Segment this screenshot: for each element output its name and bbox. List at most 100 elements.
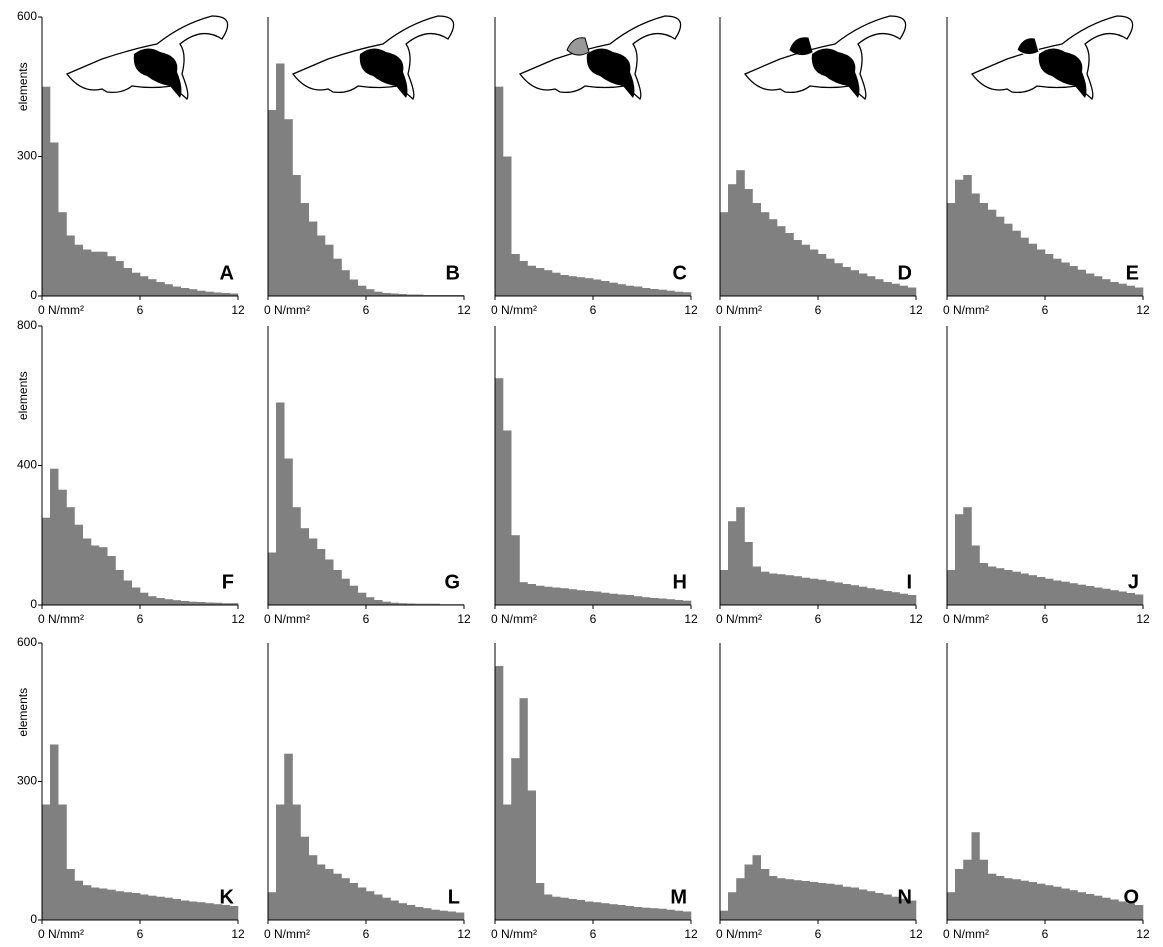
- bar: [406, 905, 416, 921]
- bar: [875, 589, 884, 606]
- x-tick-label: 6: [815, 303, 822, 317]
- bar: [1126, 285, 1135, 297]
- bar: [1077, 269, 1086, 297]
- histogram-panel: 0 N/mm² 6 12 L: [264, 643, 471, 941]
- bar: [609, 282, 618, 297]
- panel-label: F: [222, 571, 234, 593]
- bar: [50, 142, 59, 297]
- bar: [760, 571, 770, 606]
- bar: [284, 458, 293, 606]
- bar: [164, 599, 173, 606]
- bar: [891, 283, 900, 297]
- bar: [955, 869, 964, 921]
- x-tick-label: 0 N/mm²: [491, 612, 537, 626]
- bar: [1053, 258, 1062, 297]
- bar: [156, 597, 165, 606]
- bar: [979, 859, 988, 921]
- bar: [1077, 584, 1086, 606]
- x-tick-label: 0 N/mm²: [716, 612, 762, 626]
- bar: [682, 292, 692, 297]
- bar: [768, 219, 778, 297]
- bar: [164, 897, 173, 921]
- x-tick-label: 0 N/mm²: [264, 612, 310, 626]
- bar: [666, 909, 675, 921]
- bar: [650, 597, 659, 606]
- bar: [560, 897, 569, 921]
- y-tick-label: 400: [17, 458, 37, 472]
- bar: [123, 580, 132, 606]
- bar: [650, 288, 659, 297]
- histogram-panel: 0 N/mm² 6 12 C: [491, 17, 698, 317]
- skull-icon: [518, 15, 682, 100]
- x-tick-label: 0 N/mm²: [943, 612, 989, 626]
- bar: [1093, 276, 1103, 297]
- bar: [107, 889, 116, 921]
- panel-label: N: [898, 886, 912, 908]
- bar: [987, 209, 997, 297]
- bar: [617, 905, 626, 921]
- y-axis-label: elements: [16, 688, 30, 737]
- histogram-panel: 0 N/mm² 6 12 I: [716, 326, 923, 626]
- x-tick-label: 6: [590, 927, 597, 941]
- bar: [1102, 588, 1111, 606]
- bar: [205, 291, 214, 297]
- x-tick-label: 0 N/mm²: [264, 927, 310, 941]
- bar: [1044, 253, 1054, 297]
- bar: [172, 600, 181, 606]
- bar: [842, 267, 851, 297]
- bar: [1061, 262, 1070, 297]
- bar: [1004, 223, 1013, 297]
- bar: [633, 596, 643, 606]
- bar: [793, 576, 802, 606]
- bar: [50, 744, 59, 921]
- x-tick-label: 6: [1042, 927, 1049, 941]
- bar: [267, 552, 277, 606]
- bar: [300, 202, 309, 297]
- bar: [414, 906, 424, 921]
- bar: [674, 291, 683, 297]
- skull-icon: [291, 15, 455, 100]
- x-tick-label: 12: [684, 927, 698, 941]
- bar: [535, 882, 545, 921]
- x-tick-label: 12: [457, 612, 471, 626]
- bar: [341, 878, 350, 921]
- bar: [333, 569, 342, 606]
- bar: [503, 156, 512, 297]
- bar: [123, 892, 132, 921]
- bar: [41, 517, 51, 606]
- y-tick-label: 300: [17, 149, 37, 163]
- bar: [760, 212, 770, 297]
- bar: [568, 899, 577, 921]
- bar: [341, 270, 350, 297]
- bar: [1036, 883, 1046, 921]
- x-tick-label: 12: [909, 303, 923, 317]
- bar: [858, 889, 868, 921]
- bar: [90, 251, 100, 297]
- bar: [374, 894, 383, 921]
- bar: [625, 906, 634, 921]
- bar: [866, 588, 876, 606]
- bar: [1077, 892, 1086, 921]
- bar: [308, 538, 318, 606]
- bar: [1053, 580, 1062, 606]
- bar: [850, 887, 859, 921]
- x-tick-label: 0 N/mm²: [38, 927, 84, 941]
- panel-label: J: [1128, 571, 1139, 593]
- bar: [728, 184, 737, 297]
- y-tick-label: 600: [17, 635, 37, 649]
- bar: [1020, 880, 1029, 921]
- bar: [188, 289, 198, 297]
- bar: [650, 908, 659, 921]
- bar: [1028, 243, 1037, 297]
- bar: [41, 804, 51, 921]
- x-tick-label: 12: [231, 927, 245, 941]
- bar: [736, 507, 745, 606]
- bar: [284, 119, 293, 297]
- bar: [633, 286, 643, 297]
- bar: [308, 855, 318, 921]
- panel-label: K: [220, 886, 235, 908]
- bar: [826, 258, 835, 297]
- bar: [963, 507, 972, 606]
- bar: [267, 109, 277, 297]
- bar: [357, 887, 367, 921]
